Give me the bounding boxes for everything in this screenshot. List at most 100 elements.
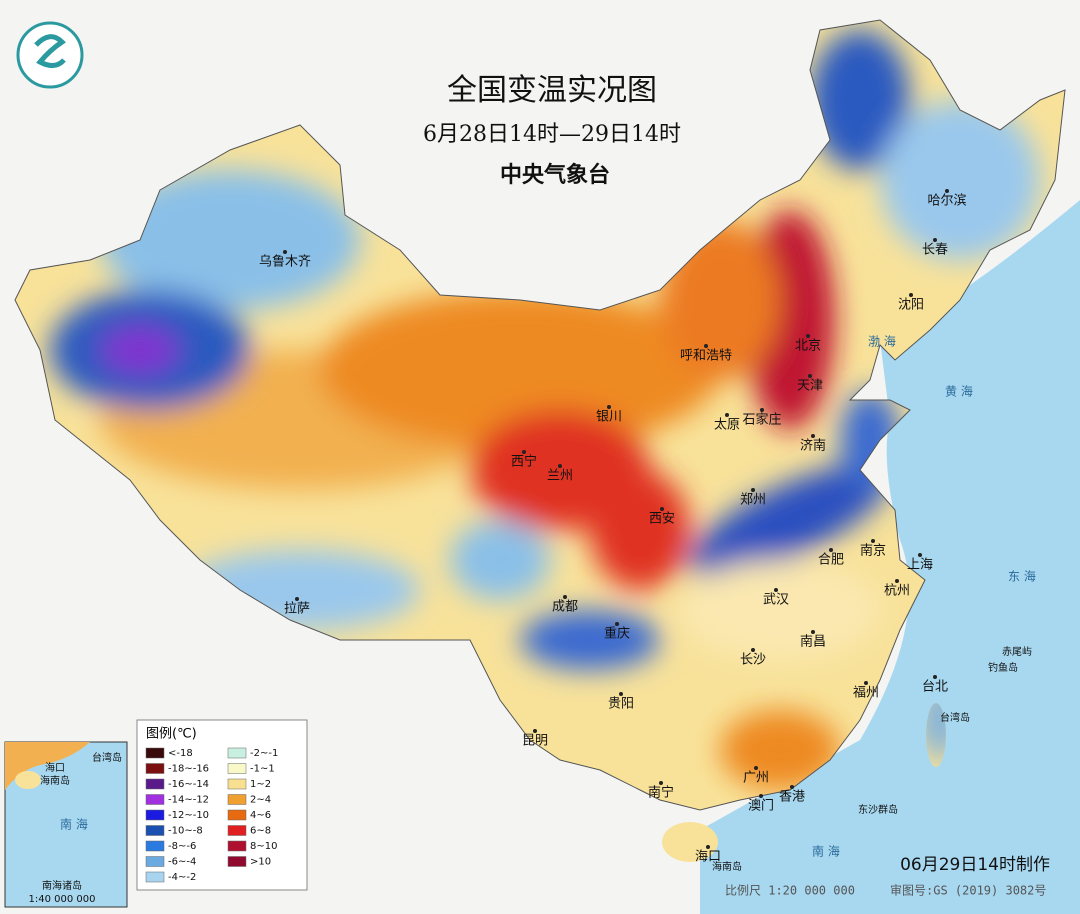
- city-dot: [704, 344, 708, 348]
- city-label: 长沙: [740, 653, 766, 668]
- city-dot: [918, 553, 922, 557]
- city-label: 合肥: [818, 553, 844, 568]
- city-dot: [871, 539, 875, 543]
- city-dot: [522, 450, 526, 454]
- city-dot: [933, 675, 937, 679]
- city-dot: [760, 408, 764, 412]
- legend-swatch: [145, 794, 165, 805]
- sea-label: 东 海: [1008, 569, 1036, 584]
- legend-swatch: [227, 809, 247, 821]
- city-dot: [759, 794, 763, 798]
- approval: 审图号:GS (2019) 3082号: [890, 883, 1046, 898]
- legend-swatch: [145, 809, 165, 821]
- legend-swatch: [227, 778, 247, 790]
- city-dot: [895, 579, 899, 583]
- island-label: 台湾岛: [940, 711, 970, 724]
- city-dot: [945, 189, 949, 193]
- inset-hainan-label: 海南岛: [40, 774, 70, 787]
- city-label: 济南: [800, 438, 826, 454]
- legend-label: -18~-16: [168, 764, 209, 775]
- legend-swatch: [145, 856, 165, 867]
- legend-label: -2~-1: [250, 748, 278, 759]
- city-dot: [563, 595, 567, 599]
- sea-area: [700, 200, 1080, 914]
- city-dot: [808, 374, 812, 378]
- city-label: 乌鲁木齐: [259, 254, 311, 270]
- city-dot: [558, 464, 562, 468]
- legend-swatch: [227, 747, 247, 759]
- island-label: 赤尾屿: [1002, 646, 1032, 658]
- city-dot: [829, 548, 833, 552]
- logo: [16, 21, 84, 89]
- legend: 图例(℃) <-18 -18~-16 -16~-14 -14~-12 -12~-10 -1…: [136, 719, 308, 891]
- city-label: 香港: [779, 790, 805, 805]
- city-label: 上海: [907, 558, 933, 573]
- legend-title: 图例(℃): [146, 727, 197, 742]
- legend-label: -8~-6: [168, 841, 196, 852]
- logo-mark: [34, 34, 66, 68]
- city-label: 长春: [922, 243, 948, 258]
- city-label: 杭州: [884, 584, 910, 599]
- city-dot: [659, 781, 663, 785]
- city-label: 武汉: [763, 593, 789, 608]
- city-label: 郑州: [740, 493, 766, 508]
- legend-label: 1~2: [250, 779, 271, 790]
- city-dot: [909, 293, 913, 297]
- sea-label: 黄 海: [945, 384, 973, 399]
- city-dot: [283, 250, 287, 254]
- legend-label: -14~-12: [168, 795, 209, 806]
- legend-box: [136, 719, 308, 891]
- city-dot: [806, 334, 810, 338]
- legend-items: <-18 -18~-16 -16~-14 -14~-12 -12~-10 -10~-8 -8…: [145, 747, 278, 883]
- legend-label: 6~8: [250, 826, 271, 837]
- city-label: 太原: [714, 418, 740, 433]
- city-label: 成都: [552, 600, 578, 615]
- legend-label: -6~-4: [168, 857, 196, 868]
- city-dot: [725, 413, 729, 417]
- city-dot: [774, 588, 778, 592]
- legend-swatch: [145, 840, 165, 852]
- city-dot: [864, 681, 868, 685]
- sea-labels: 黄 海东 海南 海 渤 海: [812, 334, 1036, 859]
- inset-sea: 南 海: [60, 817, 88, 832]
- city-label: 北京: [795, 339, 821, 354]
- sea-label: 渤 海: [868, 334, 896, 349]
- legend-swatch: [145, 747, 165, 759]
- legend-label: -12~-10: [168, 810, 209, 821]
- city-dot: [295, 597, 299, 601]
- city-dot: [619, 692, 623, 696]
- city-label: 南宁: [648, 785, 674, 801]
- legend-label: >10: [250, 857, 271, 868]
- legend-swatch: [145, 763, 165, 774]
- legend-swatch: [227, 794, 247, 805]
- inset-scale: 1:40 000 000: [29, 894, 96, 905]
- city-dot: [790, 785, 794, 789]
- city-label: 南京: [860, 543, 886, 559]
- inset-hainan: [15, 771, 41, 789]
- sea-label: 南 海: [812, 844, 840, 859]
- city-label: 银川: [596, 410, 622, 425]
- legend-label: 4~6: [250, 810, 271, 821]
- legend-label: -16~-14: [168, 779, 209, 790]
- city-label: 南昌: [800, 634, 826, 650]
- city-label: 海口: [695, 850, 721, 865]
- city-label: 兰州: [547, 469, 573, 484]
- inset-taiwan: 台湾岛: [92, 751, 122, 764]
- city-label: 广州: [743, 771, 769, 786]
- legend-swatch: [145, 778, 165, 790]
- legend-label: <-18: [168, 748, 193, 759]
- island-label: 东沙群岛: [858, 803, 898, 816]
- legend-swatch: [227, 763, 247, 774]
- island-label: 钓鱼岛: [988, 661, 1018, 674]
- city-dot: [933, 238, 937, 242]
- scale: 比例尺 1:20 000 000: [725, 884, 855, 898]
- city-dot: [811, 434, 815, 438]
- city-label: 昆明: [522, 734, 548, 749]
- legend-label: -1~1: [250, 764, 275, 775]
- city-label: 西安: [649, 512, 675, 527]
- legend-label: -4~-2: [168, 872, 196, 883]
- city-label: 天津: [797, 379, 823, 394]
